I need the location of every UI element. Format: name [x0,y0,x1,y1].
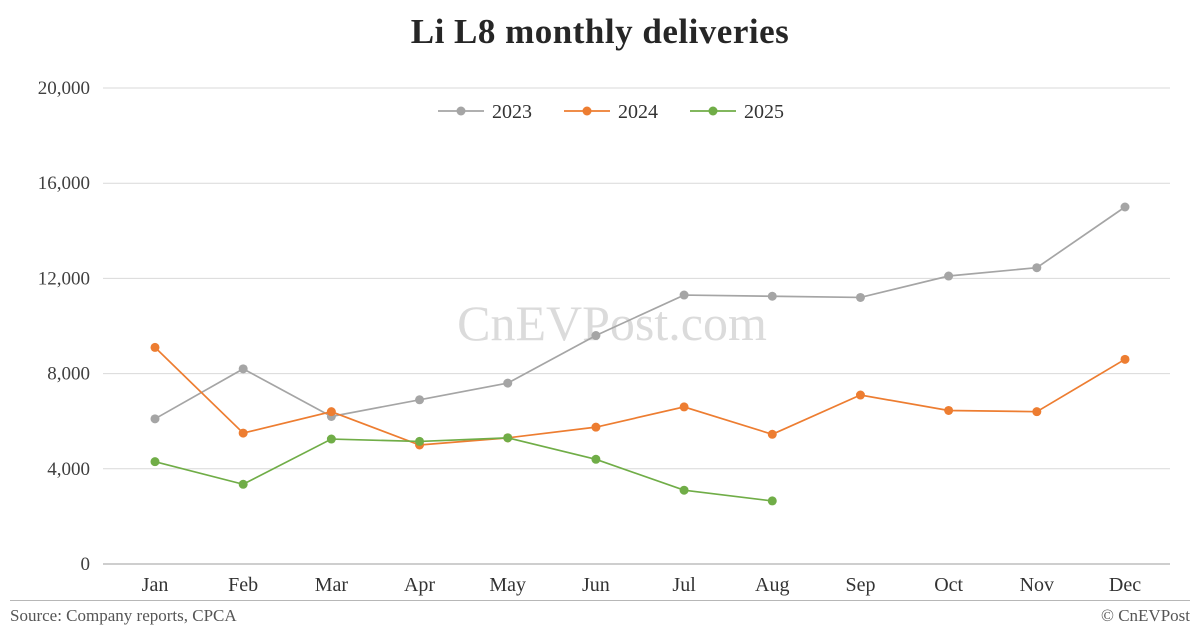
series-2023-point [150,414,160,424]
legend: 2023 2024 2025 [438,101,784,123]
legend-label: 2025 [744,101,784,123]
legend-marker-dot [582,106,592,116]
chart-footer: Source: Company reports, CPCA © CnEVPost [10,600,1190,626]
y-tick-label: 16,000 [38,173,90,194]
series-2024-point [1032,407,1042,417]
series-2025-point [591,454,601,464]
series-2023-point [679,290,689,300]
series-2025-point [326,434,336,444]
x-tick-label: Mar [315,574,349,596]
series-2024-point [944,405,954,415]
y-tick-label: 20,000 [38,78,90,99]
series-2023-point [1120,202,1130,212]
series-2024-point [326,407,336,417]
series-2024-point [1120,354,1130,364]
series-2024-point [855,390,865,400]
source-note: Source: Company reports, CPCA [10,606,237,625]
series-2024-point [238,428,248,438]
x-tick-label: Sep [845,574,875,596]
y-tick-label: 4,000 [47,459,90,480]
x-tick-label: Nov [1020,574,1054,596]
x-tick-label: Feb [228,574,258,596]
legend-marker-dot [708,106,718,116]
copyright-note: © CnEVPost [1101,606,1190,625]
legend-item-2025: 2025 [690,101,784,123]
x-tick-label: Aug [755,574,789,596]
series-2023-point [503,378,513,388]
series-2024-line [154,346,1126,446]
x-tick-label: Oct [934,574,963,596]
y-tick-label: 8,000 [47,364,90,385]
legend-label: 2024 [618,101,658,123]
legend-item-2023: 2023 [438,101,532,123]
chart-svg: 0 4,000 8,000 12,000 16,000 20,000 CnEVPost.co… [38,78,1170,596]
series-2025 [150,433,777,506]
series-2023-line [154,206,1126,420]
chart-title: Li L8 monthly deliveries [410,12,790,51]
series-2025-point [679,485,689,495]
series-2023-point [591,331,601,341]
series-2025-line [154,437,773,502]
series-2025-point [767,496,777,506]
series-2024-point [591,422,601,432]
watermark: CnEVPost.com [457,295,767,351]
x-tick-label: Dec [1109,574,1141,596]
legend-marker-dot [456,106,466,116]
series-2025-point [503,433,513,443]
series-2023-point [415,395,425,405]
series-2023-point [1032,263,1042,273]
series-2025-point [238,479,248,489]
x-tick-label: Jun [582,574,610,596]
y-tick-label: 0 [81,554,91,575]
series-2024-point [679,402,689,412]
series-2024-point [150,342,160,352]
x-tick-label: Apr [404,574,435,596]
series-2023-point [238,364,248,374]
series-2023-point [944,271,954,281]
series-2024-point [767,429,777,439]
series-2023-point [855,292,865,302]
y-tick-label: 12,000 [38,268,90,289]
series-2025-point [415,436,425,446]
series-2023-point [767,291,777,301]
x-tick-label: Jan [142,574,169,596]
legend-item-2024: 2024 [564,101,658,123]
x-tick-label: May [489,574,526,596]
legend-label: 2023 [492,101,532,123]
series-2025-point [150,457,160,467]
series-2024 [150,342,1130,450]
x-tick-label: Jul [672,574,696,596]
